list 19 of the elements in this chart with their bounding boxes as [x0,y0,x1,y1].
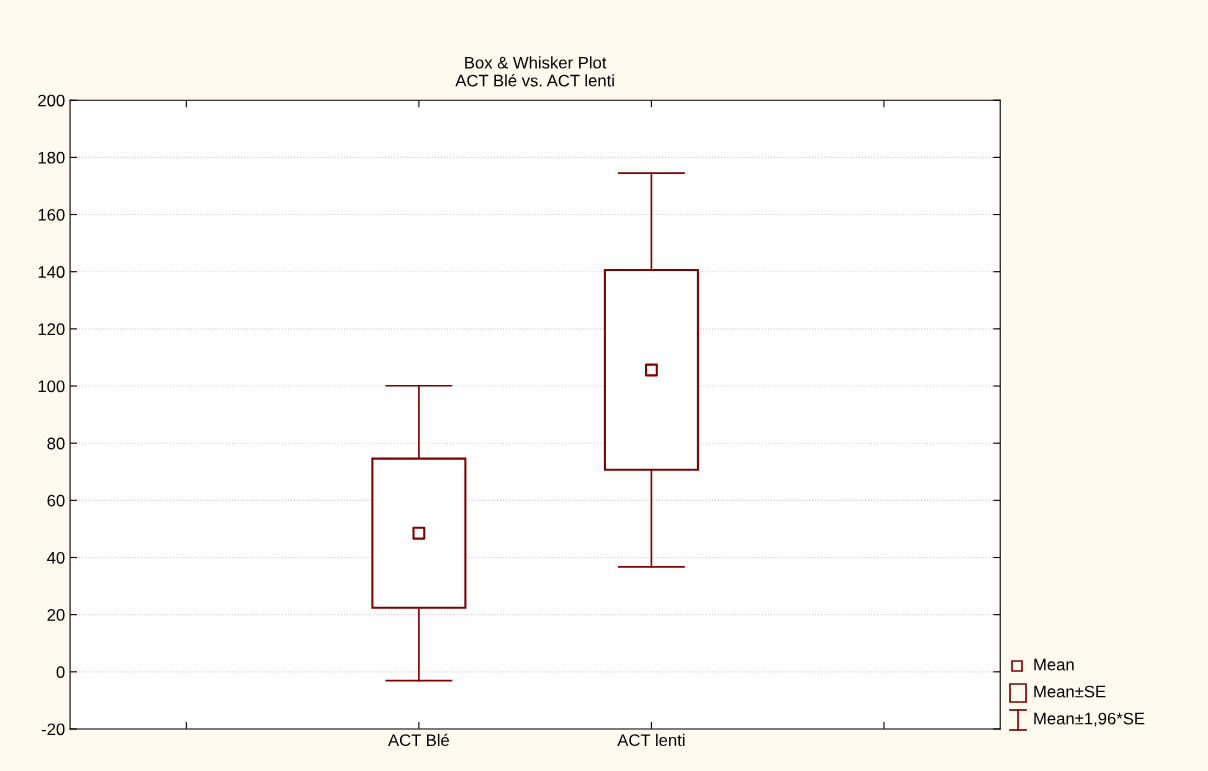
text: Mean±1,96*SE [1034,712,1145,727]
y-tick-label: 60 [47,494,65,507]
y-tick-label: 200 [38,94,65,107]
y-tick-label: 40 [47,551,65,564]
y-tick-label: 120 [38,323,65,336]
x-tick-label: ACT lenti [617,733,685,747]
y-tick-label: 0 [56,666,65,679]
chart-subtitle: ACT Blé vs. ACT lenti [455,74,614,87]
y-tick-label: 80 [47,437,65,450]
y-tick-label: 20 [47,609,65,621]
text: Mean±SE [1034,685,1106,698]
y-tick-label: -20 [41,723,65,736]
chart-title: Box & Whisker Plot [465,56,607,69]
y-tick-label: 140 [38,266,65,278]
x-tick-label: ACT Blé [388,733,450,747]
text: Mean [1034,658,1074,671]
y-tick-label: 160 [38,208,65,221]
y-tick-label: 100 [38,380,65,393]
y-tick-label: 180 [38,151,65,164]
